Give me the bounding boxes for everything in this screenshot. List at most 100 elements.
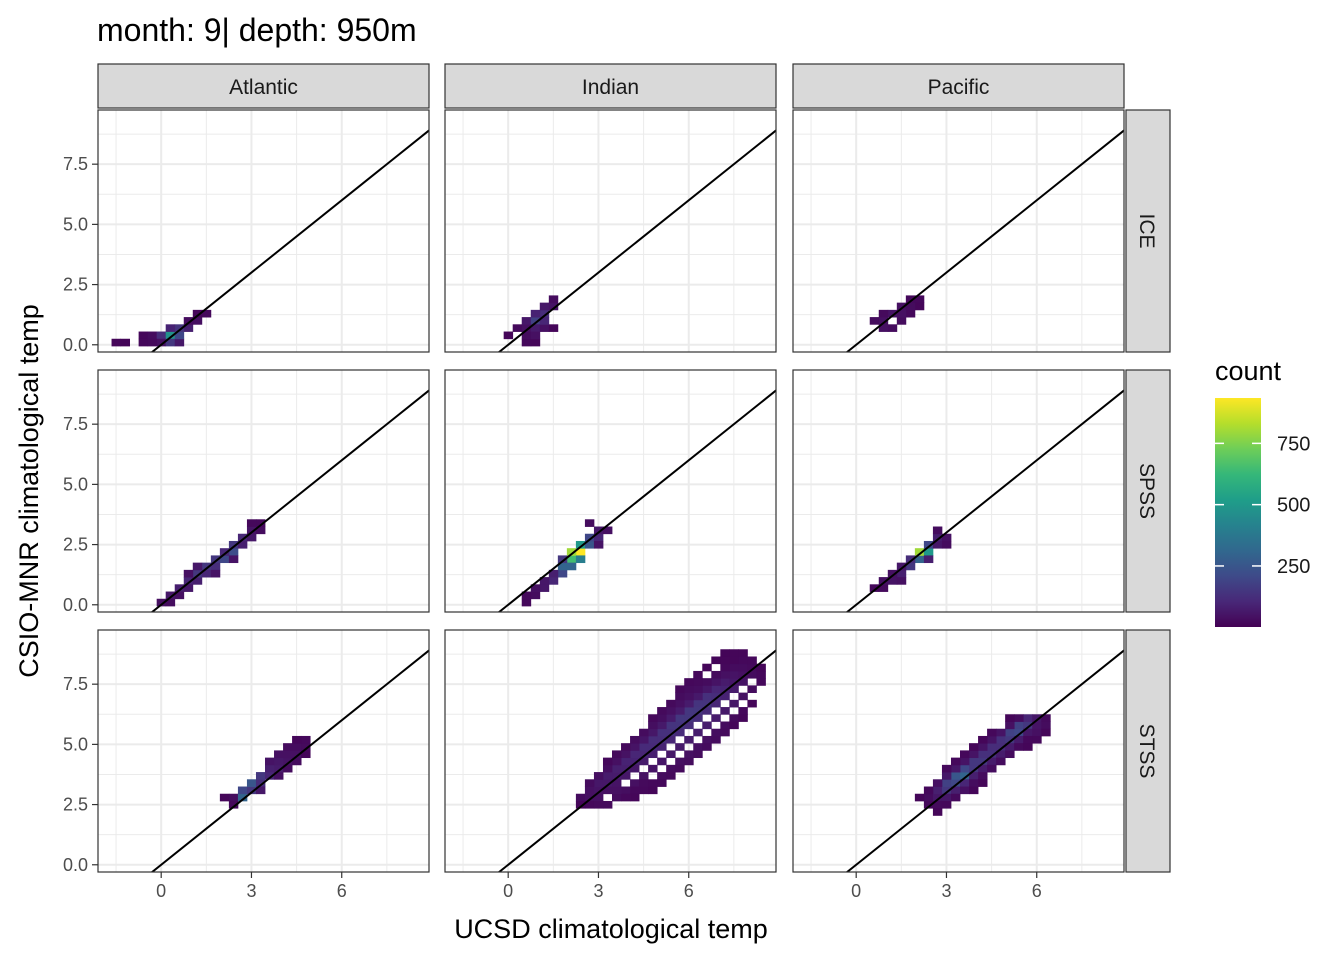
bin-cell — [657, 779, 667, 787]
bin-cell — [593, 779, 604, 787]
bin-cell — [950, 779, 961, 787]
y-tick-label: 0.0 — [63, 595, 88, 615]
bin-cell — [905, 302, 916, 311]
bin-cell — [539, 317, 550, 325]
bin-cell — [274, 772, 284, 780]
bin-cell — [657, 707, 667, 715]
bin-cell — [274, 764, 284, 773]
x-tick-label: 0 — [851, 881, 861, 901]
bin-cell — [557, 562, 568, 571]
bin-cell — [693, 670, 703, 679]
bin-cell — [602, 800, 613, 809]
bin-cell — [996, 728, 1006, 737]
bin-cell — [593, 800, 604, 809]
bin-cell — [657, 721, 667, 730]
bin-cell — [941, 764, 952, 773]
bin-cell — [905, 309, 916, 318]
bin-cell — [147, 331, 158, 340]
bin-cell — [702, 663, 712, 672]
y-tick-label: 5.0 — [63, 214, 88, 234]
bin-cell — [1005, 735, 1015, 744]
bin-cell — [684, 692, 694, 701]
bin-cell — [584, 540, 595, 549]
bin-cell — [693, 750, 703, 759]
bin-cell — [165, 331, 176, 340]
bin-cell — [747, 656, 757, 665]
bin-cell — [711, 714, 721, 722]
bin-cell — [738, 678, 748, 686]
bin-cells — [156, 519, 266, 607]
bin-cell — [237, 533, 248, 542]
bin-cell — [702, 699, 712, 708]
panel-atlantic-ice — [97, 109, 430, 353]
bin-cell — [539, 577, 550, 585]
bin-cell — [738, 656, 748, 665]
bin-cells — [575, 649, 766, 809]
bin-cell — [210, 555, 221, 564]
bin-cell — [265, 764, 275, 773]
bin-cell — [548, 577, 559, 585]
bin-cell — [183, 577, 194, 585]
bin-cell — [969, 743, 979, 751]
bin-cell — [914, 302, 925, 311]
bin-cell — [602, 764, 613, 773]
bin-cell — [621, 764, 631, 773]
bin-cell — [950, 764, 961, 773]
bin-cell — [747, 670, 757, 679]
bin-cell — [932, 786, 943, 795]
bin-cell — [630, 779, 640, 787]
bin-cell — [210, 569, 221, 578]
bin-cell — [246, 526, 257, 535]
bin-cell — [1014, 721, 1024, 730]
bin-cell — [228, 540, 239, 549]
bin-cell — [729, 714, 739, 722]
bin-cell — [512, 324, 523, 332]
bin-cell — [255, 526, 266, 535]
facet-strip-pacific — [792, 63, 1125, 109]
bin-cell — [246, 786, 257, 795]
bin-cell — [666, 721, 676, 730]
legend-title: count — [1215, 356, 1282, 386]
bin-cell — [192, 309, 203, 318]
bin-cell — [756, 678, 766, 686]
y-axis-label: CSIO-MNR climatological temp — [14, 304, 44, 678]
bin-cell — [747, 663, 757, 672]
bin-cell — [729, 656, 739, 665]
bin-cell — [950, 786, 961, 795]
bin-cell — [648, 764, 658, 773]
bin-cell — [566, 548, 577, 556]
facet-panels: Atlantic Indian Pacific ICE SPSS STSS — [97, 63, 1171, 873]
bin-cell — [720, 678, 730, 686]
panel-border — [792, 369, 1125, 613]
identity-line — [845, 129, 1124, 352]
bin-cell — [593, 793, 604, 802]
bin-cell — [292, 750, 302, 759]
bin-cell — [1023, 714, 1033, 722]
bin-cell — [593, 533, 604, 542]
bin-cell — [246, 533, 257, 542]
bin-cell — [729, 670, 739, 679]
bin-cell — [702, 721, 712, 730]
bin-cell — [539, 302, 550, 311]
bin-cell — [584, 793, 595, 802]
bin-cell — [720, 721, 730, 730]
bin-cell — [969, 764, 979, 773]
bin-cell — [896, 569, 907, 578]
bin-cell — [255, 772, 266, 780]
bin-cell — [666, 728, 676, 737]
bin-cell — [720, 670, 730, 679]
bin-cell — [174, 338, 185, 347]
y-tick-label: 7.5 — [63, 414, 88, 434]
bin-cell — [639, 757, 649, 766]
bin-cell — [675, 743, 685, 751]
bin-cell — [738, 663, 748, 672]
bin-cell — [539, 309, 550, 318]
bin-cell — [887, 569, 898, 578]
x-tick-label: 0 — [156, 881, 166, 901]
panel-indian-spss — [444, 369, 777, 613]
bin-cell — [228, 555, 239, 564]
bin-cell — [1032, 721, 1042, 730]
bin-cell — [657, 714, 667, 722]
bin-cell — [720, 728, 730, 737]
bin-cell — [557, 555, 568, 564]
